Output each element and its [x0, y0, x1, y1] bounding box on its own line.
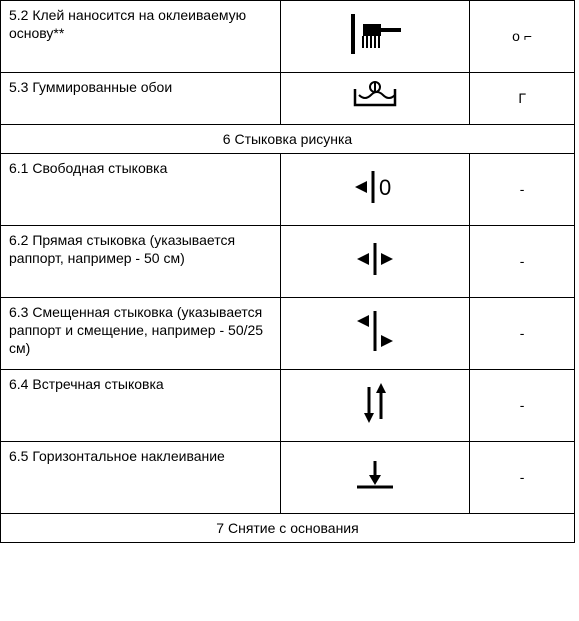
- description-cell: 6.4 Встречная стыковка: [1, 370, 281, 442]
- description-cell: 6.3 Смещенная стыковка (указывается рапп…: [1, 298, 281, 370]
- table-row: 6.2 Прямая стыковка (указывается раппорт…: [1, 226, 575, 298]
- letter-text: Г: [518, 90, 526, 106]
- free-match-icon: 0: [345, 165, 405, 209]
- letter-cell: Г: [470, 73, 575, 125]
- table-row: 5.2 Клей наносится на оклеиваемую основу…: [1, 1, 575, 73]
- symbol-cell: [280, 73, 470, 125]
- description-text: 5.2 Клей наносится на оклеиваемую основу…: [9, 7, 246, 41]
- description-text: 5.3 Гуммированные обои: [9, 79, 172, 95]
- letter-cell: -: [470, 298, 575, 370]
- letter-text: o ⌐: [512, 28, 532, 44]
- letter-cell: -: [470, 370, 575, 442]
- letter-text: -: [520, 469, 525, 485]
- section-header: 6 Стыковка рисунка: [1, 125, 575, 154]
- table-row: 6.1 Свободная стыковка 0 -: [1, 154, 575, 226]
- symbol-cell: [280, 298, 470, 370]
- letter-text: -: [520, 181, 525, 197]
- table-row: 6.3 Смещенная стыковка (указывается рапп…: [1, 298, 575, 370]
- description-text: 6.2 Прямая стыковка (указывается раппорт…: [9, 232, 235, 266]
- offset-match-icon: [345, 307, 405, 355]
- description-text: 6.5 Горизонтальное наклеивание: [9, 448, 225, 464]
- water-trough-icon: [349, 79, 401, 113]
- table-row: 5.3 Гуммированные обои Г: [1, 73, 575, 125]
- description-text: 6.3 Смещенная стыковка (указывается рапп…: [9, 304, 263, 356]
- table-row: 7 Снятие с основания: [1, 514, 575, 543]
- svg-text:0: 0: [379, 175, 391, 200]
- letter-cell: -: [470, 442, 575, 514]
- description-cell: 6.2 Прямая стыковка (указывается раппорт…: [1, 226, 281, 298]
- letter-cell: o ⌐: [470, 1, 575, 73]
- letter-cell: -: [470, 226, 575, 298]
- letter-text: -: [520, 253, 525, 269]
- symbol-cell: [280, 1, 470, 73]
- table-row: 6.4 Встречная стыковка -: [1, 370, 575, 442]
- letter-text: -: [520, 397, 525, 413]
- reverse-hang-icon: [355, 379, 395, 427]
- symbol-cell: [280, 226, 470, 298]
- straight-match-icon: [345, 237, 405, 281]
- description-text: 6.1 Свободная стыковка: [9, 160, 167, 176]
- symbols-table: 5.2 Клей наносится на оклеиваемую основу…: [0, 0, 575, 543]
- symbol-cell: [280, 370, 470, 442]
- description-cell: 6.5 Горизонтальное наклеивание: [1, 442, 281, 514]
- description-cell: 5.3 Гуммированные обои: [1, 73, 281, 125]
- table-row: 6.5 Горизонтальное наклеивание -: [1, 442, 575, 514]
- description-text: 6.4 Встречная стыковка: [9, 376, 164, 392]
- symbol-cell: 0: [280, 154, 470, 226]
- horizontal-hang-icon: [351, 457, 399, 493]
- description-cell: 5.2 Клей наносится на оклеиваемую основу…: [1, 1, 281, 73]
- brush-wall-icon: [345, 10, 405, 58]
- symbol-cell: [280, 442, 470, 514]
- letter-text: -: [520, 325, 525, 341]
- table-row: 6 Стыковка рисунка: [1, 125, 575, 154]
- description-cell: 6.1 Свободная стыковка: [1, 154, 281, 226]
- section-header: 7 Снятие с основания: [1, 514, 575, 543]
- letter-cell: -: [470, 154, 575, 226]
